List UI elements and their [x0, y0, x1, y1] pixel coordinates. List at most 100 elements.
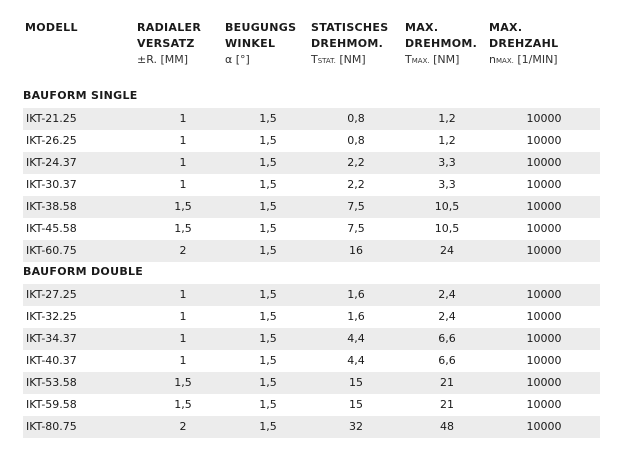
max-drehzahl-cell: 10000 [526, 200, 562, 213]
modell-cell: IKT-30.37 [26, 178, 77, 191]
modell-cell: IKT-40.37 [26, 354, 77, 367]
max-drehzahl-cell: 10000 [526, 332, 562, 345]
modell-cell: IKT-34.37 [26, 332, 77, 345]
max-drehzahl-cell: 10000 [526, 178, 562, 191]
statisches-drehmoment-cell: 4,4 [347, 332, 365, 345]
modell-cell: IKT-80.75 [26, 420, 77, 433]
max-drehzahl-cell: 10000 [526, 222, 562, 235]
modell-cell: IKT-45.58 [26, 222, 77, 235]
table-row: IKT-80.75 2 1,5 32 48 10000 [23, 416, 600, 438]
section-title: BAUFORM SINGLE [23, 89, 138, 102]
max-drehmoment-cell: 10,5 [434, 222, 460, 235]
radialer-versatz-cell: 1 [179, 354, 187, 367]
modell-cell: IKT-53.58 [26, 376, 77, 389]
max-drehmoment-cell: 2,4 [438, 288, 456, 301]
max-drehmoment-cell: 48 [440, 420, 454, 433]
max-drehmoment-cell: 3,3 [438, 178, 456, 191]
table-row: IKT-38.58 1,5 1,5 7,5 10,5 10000 [23, 196, 600, 218]
statisches-drehmoment-cell: 2,2 [347, 156, 365, 169]
header-radialer-versatz: RADIALER VERSATZ ±R. [MM] [137, 21, 202, 66]
max-drehzahl-cell: 10000 [526, 310, 562, 323]
radialer-versatz-cell: 2 [179, 244, 187, 257]
radialer-versatz-cell: 1 [179, 156, 187, 169]
radialer-versatz-cell: 1 [179, 288, 187, 301]
beugungswinkel-cell: 1,5 [259, 376, 277, 389]
radialer-versatz-cell: 1,5 [174, 222, 192, 235]
beugungswinkel-cell: 1,5 [259, 156, 277, 169]
max-drehmoment-cell: 3,3 [438, 156, 456, 169]
radialer-versatz-cell: 1 [179, 134, 187, 147]
modell-cell: IKT-60.75 [26, 244, 77, 257]
beugungswinkel-cell: 1,5 [259, 288, 277, 301]
statisches-drehmoment-cell: 15 [349, 398, 363, 411]
radialer-versatz-cell: 1,5 [174, 200, 192, 213]
table-row: IKT-30.37 1 1,5 2,2 3,3 10000 [23, 174, 600, 196]
max-drehmoment-cell: 1,2 [438, 112, 456, 125]
statisches-drehmoment-cell: 0,8 [347, 134, 365, 147]
max-drehmoment-cell: 6,6 [438, 354, 456, 367]
max-drehzahl-cell: 10000 [526, 156, 562, 169]
radialer-versatz-cell: 1 [179, 112, 187, 125]
max-drehmoment-cell: 6,6 [438, 332, 456, 345]
header-max-drehmoment: MAX. DREHMOM. TMAX. [NM] [405, 21, 478, 66]
table-header: MODELL RADIALER VERSATZ ±R. [MM] BEUGUNG… [0, 20, 623, 70]
beugungswinkel-cell: 1,5 [259, 354, 277, 367]
max-drehmoment-cell: 21 [440, 376, 454, 389]
max-drehmoment-cell: 24 [440, 244, 454, 257]
statisches-drehmoment-cell: 0,8 [347, 112, 365, 125]
radialer-versatz-cell: 2 [179, 420, 187, 433]
statisches-drehmoment-cell: 7,5 [347, 200, 365, 213]
radialer-versatz-cell: 1 [179, 332, 187, 345]
radialer-versatz-cell: 1 [179, 310, 187, 323]
statisches-drehmoment-cell: 1,6 [347, 310, 365, 323]
table-row: IKT-34.37 1 1,5 4,4 6,6 10000 [23, 328, 600, 350]
table-row: IKT-24.37 1 1,5 2,2 3,3 10000 [23, 152, 600, 174]
beugungswinkel-cell: 1,5 [259, 244, 277, 257]
modell-cell: IKT-27.25 [26, 288, 77, 301]
max-drehzahl-cell: 10000 [526, 420, 562, 433]
table-row: IKT-21.25 1 1,5 0,8 1,2 10000 [23, 108, 600, 130]
radialer-versatz-cell: 1 [179, 178, 187, 191]
beugungswinkel-cell: 1,5 [259, 112, 277, 125]
table-row: IKT-26.25 1 1,5 0,8 1,2 10000 [23, 130, 600, 152]
header-max-drehzahl: MAX. DREHZAHL nMAX. [1/MIN] [489, 21, 559, 66]
max-drehzahl-cell: 10000 [526, 244, 562, 257]
max-drehmoment-cell: 10,5 [434, 200, 460, 213]
statisches-drehmoment-cell: 2,2 [347, 178, 365, 191]
header-beugungs-winkel: BEUGUNGS WINKEL α [°] [225, 21, 297, 66]
beugungswinkel-cell: 1,5 [259, 420, 277, 433]
table-row: IKT-27.25 1 1,5 1,6 2,4 10000 [23, 284, 600, 306]
max-drehzahl-cell: 10000 [526, 398, 562, 411]
modell-cell: IKT-24.37 [26, 156, 77, 169]
modell-cell: IKT-32.25 [26, 310, 77, 323]
beugungswinkel-cell: 1,5 [259, 332, 277, 345]
beugungswinkel-cell: 1,5 [259, 398, 277, 411]
statisches-drehmoment-cell: 4,4 [347, 354, 365, 367]
max-drehzahl-cell: 10000 [526, 112, 562, 125]
table-row: IKT-53.58 1,5 1,5 15 21 10000 [23, 372, 600, 394]
table-row: IKT-40.37 1 1,5 4,4 6,6 10000 [23, 350, 600, 372]
beugungswinkel-cell: 1,5 [259, 178, 277, 191]
max-drehzahl-cell: 10000 [526, 354, 562, 367]
max-drehzahl-cell: 10000 [526, 376, 562, 389]
modell-cell: IKT-38.58 [26, 200, 77, 213]
table-row: IKT-59.58 1,5 1,5 15 21 10000 [23, 394, 600, 416]
statisches-drehmoment-cell: 1,6 [347, 288, 365, 301]
beugungswinkel-cell: 1,5 [259, 222, 277, 235]
modell-cell: IKT-21.25 [26, 112, 77, 125]
statisches-drehmoment-cell: 16 [349, 244, 363, 257]
max-drehzahl-cell: 10000 [526, 134, 562, 147]
statisches-drehmoment-cell: 7,5 [347, 222, 365, 235]
max-drehmoment-cell: 1,2 [438, 134, 456, 147]
table-row: IKT-32.25 1 1,5 1,6 2,4 10000 [23, 306, 600, 328]
beugungswinkel-cell: 1,5 [259, 310, 277, 323]
section-title: BAUFORM DOUBLE [23, 265, 144, 278]
max-drehmoment-cell: 21 [440, 398, 454, 411]
radialer-versatz-cell: 1,5 [174, 376, 192, 389]
statisches-drehmoment-cell: 32 [349, 420, 363, 433]
header-statisches-drehmoment: STATISCHES DREHMOM. TSTAT. [NM] [311, 21, 389, 66]
header-modell: MODELL [25, 21, 78, 34]
modell-cell: IKT-59.58 [26, 398, 77, 411]
max-drehzahl-cell: 10000 [526, 288, 562, 301]
table-row: IKT-60.75 2 1,5 16 24 10000 [23, 240, 600, 262]
